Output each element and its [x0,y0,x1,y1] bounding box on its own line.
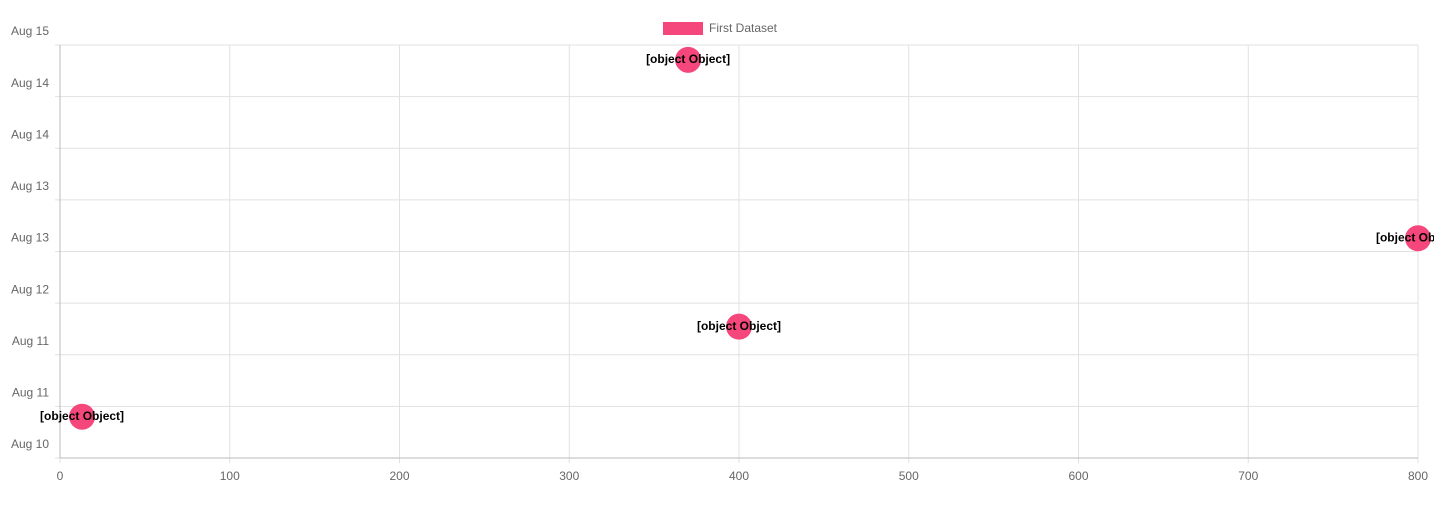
point [726,313,752,340]
data-label: [object Object] [40,409,124,423]
data-label: [object Object] [646,52,730,66]
point [69,403,96,430]
y-tick-label: Aug 15 [11,24,49,38]
x-tick-label: 200 [389,469,409,483]
x-tick-label: 300 [559,469,579,483]
legend-label: First Dataset [709,21,778,35]
x-tick-label: 400 [729,469,749,483]
x-tick-label: 100 [220,469,240,483]
legend-swatch [663,22,703,35]
x-tick-label: 600 [1068,469,1088,483]
y-tick-label: Aug 14 [11,76,49,90]
y-tick-label: Aug 12 [11,282,49,296]
x-tick-label: 0 [57,469,64,483]
x-tick-label: 800 [1408,469,1428,483]
y-tick-label: Aug 11 [12,334,49,348]
x-tick-label: 700 [1238,469,1258,483]
y-tick-label: Aug 11 [12,386,49,400]
y-tick-label: Aug 14 [11,127,49,141]
y-tick-label: Aug 13 [11,231,49,245]
y-tick-label: Aug 13 [11,179,49,193]
point [1405,225,1431,252]
x-tick-label: 500 [899,469,919,483]
data-label: [object Object] [1376,230,1434,244]
point [675,46,702,73]
y-tick-label: Aug 10 [11,437,49,451]
data-label: [object Object] [697,319,781,333]
